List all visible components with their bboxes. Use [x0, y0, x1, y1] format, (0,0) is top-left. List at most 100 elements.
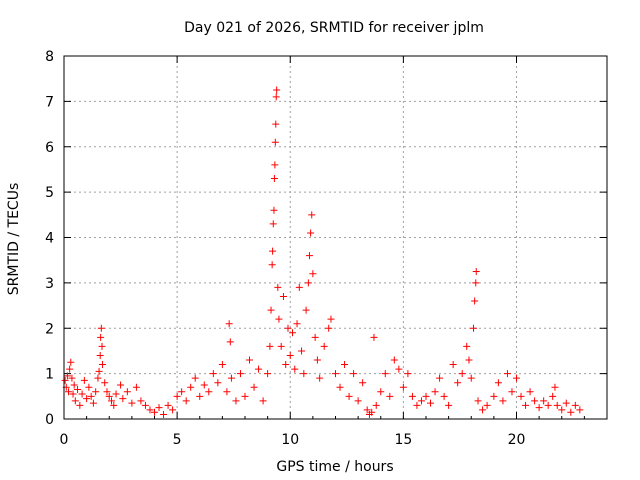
data-point [483, 401, 491, 409]
data-point [499, 397, 507, 405]
data-point [531, 397, 539, 405]
data-point [117, 381, 125, 389]
data-point [68, 374, 76, 382]
data-point [413, 401, 421, 409]
data-point [467, 374, 475, 382]
data-point [422, 392, 430, 400]
data-point [269, 220, 277, 228]
data-point [63, 372, 71, 380]
data-point [268, 261, 276, 269]
data-point [381, 370, 389, 378]
data-point [417, 397, 425, 405]
data-point [277, 342, 285, 350]
data-point [182, 397, 190, 405]
data-point [436, 374, 444, 382]
data-point [155, 404, 163, 412]
data-point [293, 320, 301, 328]
data-point [264, 370, 272, 378]
data-point [101, 379, 109, 387]
data-point [517, 392, 525, 400]
y-tick-label: 1 [45, 367, 54, 383]
data-point [169, 406, 177, 414]
y-tick-label: 7 [45, 94, 54, 110]
data-point [576, 406, 584, 414]
data-point [98, 361, 106, 369]
data-point [275, 315, 283, 323]
y-tick-label: 3 [45, 276, 54, 292]
data-point [345, 392, 353, 400]
data-point [94, 374, 102, 382]
tick-layer: 0 1 2 3 4 5 6 7 8 0 5 10 15 20 [45, 49, 607, 448]
y-tick-label: 5 [45, 185, 54, 201]
data-point [427, 399, 435, 407]
data-point [553, 401, 561, 409]
data-point [267, 306, 275, 314]
data-point [449, 361, 457, 369]
data-point [508, 388, 516, 396]
data-point [218, 361, 226, 369]
data-point [286, 351, 294, 359]
plot-frame [63, 55, 608, 420]
data-point [141, 401, 149, 409]
data-point [270, 206, 278, 214]
data-point [513, 374, 520, 382]
data-point [454, 379, 462, 387]
data-point [440, 392, 448, 400]
data-point [307, 229, 315, 237]
data-point [241, 392, 249, 400]
data-point [291, 365, 299, 373]
data-point [463, 342, 471, 350]
data-point [246, 356, 254, 364]
data-point [445, 401, 453, 409]
data-point [472, 268, 480, 276]
data-point [503, 370, 511, 378]
data-point [274, 283, 282, 291]
data-point [269, 247, 277, 255]
data-point [226, 338, 234, 346]
data-point [549, 392, 557, 400]
data-point [309, 270, 317, 278]
data-point [123, 388, 131, 396]
data-point [128, 399, 136, 407]
x-tick-label: 10 [281, 432, 299, 448]
data-point [70, 381, 78, 389]
data-point [308, 211, 316, 219]
data-point [320, 342, 328, 350]
data-point [298, 347, 306, 355]
data-point [232, 397, 240, 405]
data-point [282, 361, 290, 369]
data-point [209, 370, 217, 378]
data-point [386, 392, 394, 400]
x-axis-label: GPS time / hours [276, 459, 393, 475]
y-tick-label: 0 [45, 412, 54, 428]
data-point [80, 376, 88, 384]
data-point [377, 388, 385, 396]
data-point [61, 376, 69, 384]
data-point [474, 397, 482, 405]
data-point [571, 401, 579, 409]
data-point [522, 401, 530, 409]
data-point [65, 388, 73, 396]
data-point [164, 401, 172, 409]
data-point [313, 356, 321, 364]
data-point [289, 329, 297, 337]
data-point [66, 365, 74, 373]
x-tick-label: 20 [508, 432, 526, 448]
data-point [336, 383, 344, 391]
data-point [191, 374, 199, 382]
data-point [327, 315, 335, 323]
data-point [404, 370, 412, 378]
data-point [305, 252, 313, 260]
data-point [223, 388, 231, 396]
data-point [74, 386, 82, 394]
data-point [160, 410, 168, 418]
data-point [350, 370, 358, 378]
data-point [279, 292, 287, 300]
x-tick-label: 5 [173, 432, 182, 448]
data-point [284, 324, 292, 332]
data-point [76, 401, 84, 409]
data-point [359, 379, 367, 387]
data-point [535, 404, 543, 412]
data-point [471, 297, 479, 305]
